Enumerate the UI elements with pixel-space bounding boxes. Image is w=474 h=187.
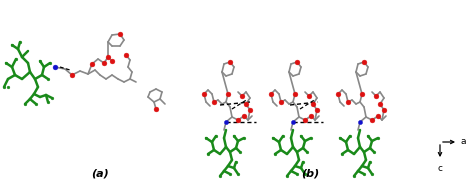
Text: a: a [461,137,466,146]
Text: (b): (b) [301,169,319,179]
Text: (a): (a) [91,169,109,179]
Text: c: c [438,164,443,173]
